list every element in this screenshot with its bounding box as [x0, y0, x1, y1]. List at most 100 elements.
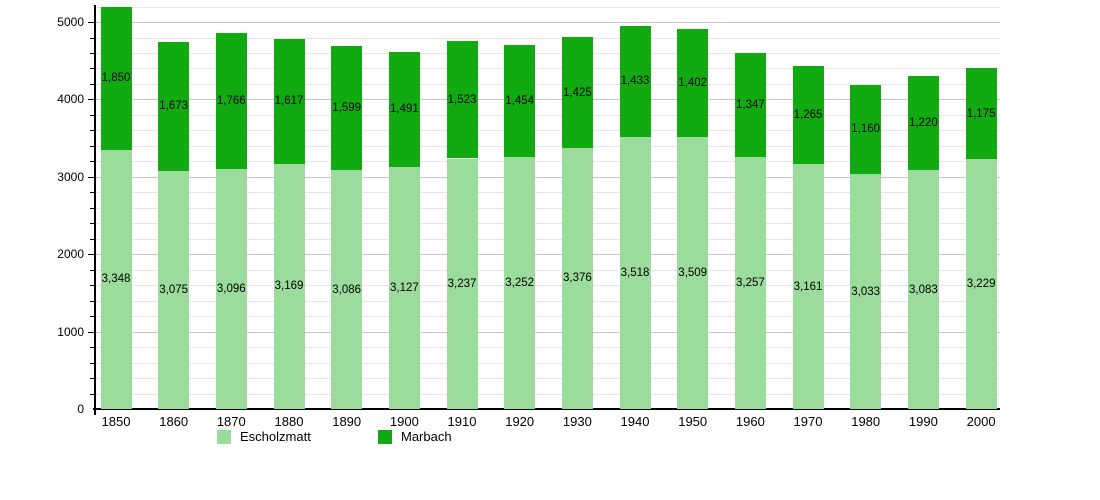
gridline-minor [96, 161, 1000, 163]
bar-value-label: 1,265 [793, 109, 823, 122]
bar-segment-marbach [388, 51, 420, 167]
bar-segment-marbach [792, 66, 824, 165]
bar-value-label: 3,127 [390, 282, 419, 294]
legend-item-escholzmatt: Escholzmatt [217, 429, 311, 444]
bar-segment-escholzmatt [388, 167, 420, 409]
y-axis-tick [90, 37, 95, 39]
y-axis-tick [88, 331, 95, 333]
gridline-major [96, 176, 1000, 178]
y-axis-label: 5000 [57, 15, 84, 29]
y-axis-tick [90, 83, 95, 85]
bar-segment-escholzmatt [215, 169, 247, 409]
y-axis-tick [90, 300, 95, 302]
y-axis-tick [90, 347, 95, 349]
gridline-minor [96, 114, 1000, 116]
bar-value-label: 3,348 [101, 273, 131, 286]
x-axis-label: 1940 [620, 414, 650, 429]
y-axis-label: 3000 [57, 169, 84, 184]
y-axis-tick [90, 161, 95, 163]
bar-segment-escholzmatt [965, 159, 997, 409]
bar-value-label: 3,229 [966, 278, 996, 290]
x-axis-label: 1900 [389, 414, 419, 429]
x-axis-label: 1870 [216, 414, 246, 429]
gridline-minor [96, 269, 1000, 271]
bar-value-label: 1,160 [851, 123, 881, 136]
legend-item-marbach: Marbach [378, 429, 452, 444]
y-axis-tick [88, 22, 95, 23]
y-axis-tick [90, 238, 95, 240]
x-axis-label: 1850 [101, 414, 131, 429]
y-axis-label: 1000 [57, 324, 84, 339]
bar-value-label: 1,491 [390, 103, 419, 116]
y-axis-tick [90, 316, 95, 318]
y-axis-tick [90, 114, 95, 116]
bar-segment-escholzmatt [850, 174, 882, 409]
x-axis-line [93, 408, 1000, 410]
legend-label-escholzmatt: Escholzmatt [240, 429, 311, 444]
bar-segment-marbach [100, 6, 132, 150]
bar-value-label: 1,175 [966, 107, 996, 120]
y-axis-tick [90, 393, 95, 395]
y-axis-label: 2000 [57, 247, 84, 262]
gridline-minor [96, 362, 1000, 364]
x-axis-label: 2000 [966, 414, 996, 429]
y-axis-tick [88, 99, 95, 101]
bar-segment-escholzmatt [446, 158, 478, 409]
gridline-minor [96, 83, 1000, 85]
bar-value-label: 3,161 [793, 280, 823, 293]
gridline-minor [96, 223, 1000, 225]
legend-label-marbach: Marbach [401, 429, 452, 444]
x-axis-label: 1950 [678, 414, 708, 429]
bar-value-label: 1,766 [216, 95, 246, 107]
y-axis-tick [90, 378, 95, 379]
bar-value-label: 1,617 [274, 95, 304, 108]
gridline-minor [96, 238, 1000, 240]
x-axis-label: 1920 [505, 414, 535, 429]
bar-value-label: 3,033 [851, 285, 881, 298]
x-axis-label: 1960 [735, 414, 765, 429]
y-axis-label: 4000 [57, 92, 84, 107]
bar-segment-escholzmatt [907, 170, 939, 409]
gridline-minor [96, 378, 1000, 379]
bar-value-label: 1,673 [159, 100, 189, 113]
y-axis-tick [90, 207, 95, 209]
bar-segment-escholzmatt [100, 149, 132, 409]
bar-value-label: 3,509 [678, 267, 708, 280]
y-axis-tick [90, 130, 95, 132]
bar-value-label: 3,376 [563, 272, 592, 285]
gridline-minor [96, 347, 1000, 349]
gridline-minor [96, 393, 1000, 395]
bar-segment-marbach [446, 40, 478, 159]
gridline-major [96, 331, 1000, 333]
gridline-minor [96, 316, 1000, 318]
x-axis-label: 1970 [793, 414, 823, 429]
bar-segment-escholzmatt [504, 157, 536, 409]
gridline-minor [96, 6, 1000, 8]
y-axis-label: 0 [77, 402, 84, 416]
bar-segment-marbach [619, 25, 651, 137]
bar-segment-marbach [504, 44, 536, 158]
bar-segment-marbach [677, 28, 709, 138]
gridline-minor [96, 145, 1000, 147]
bar-value-label: 3,075 [159, 284, 189, 296]
legend-swatch-escholzmatt [217, 429, 231, 444]
bar-segment-marbach [561, 37, 593, 148]
bar-value-label: 3,086 [332, 283, 362, 296]
y-axis-tick [90, 269, 95, 271]
bar-segment-escholzmatt [619, 136, 651, 409]
bar-segment-marbach [850, 84, 882, 175]
x-axis-label: 1860 [159, 414, 189, 429]
y-axis-line [94, 5, 96, 410]
bar-value-label: 3,096 [216, 283, 246, 296]
bar-segment-marbach [158, 41, 190, 171]
legend-swatch-marbach [378, 429, 392, 444]
bar-value-label: 1,454 [505, 95, 535, 107]
y-axis-tick [90, 362, 95, 364]
bar-segment-marbach [331, 46, 363, 171]
bar-segment-marbach [965, 68, 997, 159]
bar-value-label: 1,402 [678, 77, 708, 90]
gridline-major [96, 99, 1000, 101]
x-axis-origin-tick [94, 410, 96, 415]
x-axis-label: 1910 [447, 414, 477, 429]
